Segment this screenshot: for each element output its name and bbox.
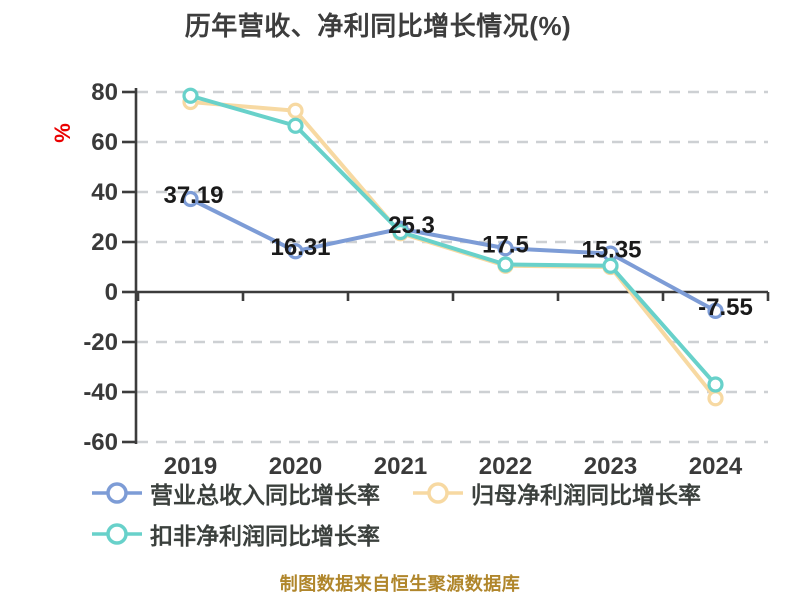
data-point-label: 37.19 [163,182,223,209]
data-point-label: 17.5 [482,231,529,258]
x-category-label: 2022 [479,453,532,480]
x-category-label: 2019 [164,453,217,480]
data-point-marker [497,256,514,273]
y-tick-label: 20 [91,229,118,256]
legend-label-revenue-growth: 营业总收入同比增长率 [150,482,380,508]
data-point-marker [707,390,724,407]
x-category-label: 2023 [584,453,637,480]
data-point-label: -7.55 [698,294,753,321]
series-line-0 [188,197,718,313]
line-circle-marker-icon [413,482,463,504]
series-line-2 [188,93,718,387]
data-point-label: 25.3 [388,212,435,239]
legend-label-net-profit-growth: 归母净利润同比增长率 [471,482,701,508]
y-tick-label: 60 [91,129,118,156]
y-tick-label: 40 [91,179,118,206]
chart-title: 历年营收、净利同比增长情况(%) [184,11,572,41]
line-circle-marker-icon [92,523,142,545]
legend-item-net-profit-growth: 归母净利润同比增长率 [412,481,701,508]
data-point-marker [182,190,199,208]
y-axis-unit-label: % [50,123,75,143]
legend-item-deducted-net-profit-growth: 扣非净利润同比增长率 [91,522,380,549]
data-point-marker [182,87,199,104]
y-tick-label: 0 [105,279,118,306]
y-tick-label: -40 [83,379,118,406]
x-category-label: 2021 [374,453,427,480]
data-source-caption: 制图数据来自恒生聚源数据库 [279,574,521,594]
data-point-marker [707,302,724,319]
y-tick-label: -20 [83,329,118,356]
data-point-label: 16.31 [270,234,330,261]
y-tick-label: 80 [91,79,118,106]
x-category-label: 2020 [269,453,322,480]
data-point-marker [392,223,409,241]
data-point-label: 15.35 [581,237,641,264]
data-point-marker [287,102,304,119]
data-point-marker [707,376,724,393]
legend-circle [106,482,128,504]
data-point-marker [602,257,619,274]
line-circle-marker-icon [92,482,142,504]
legend-circle [106,523,128,545]
data-point-marker [287,243,304,260]
data-point-marker [497,240,514,257]
legend-circle [427,482,449,504]
data-point-marker [287,117,304,134]
legend-label-deducted-net-profit-growth: 扣非净利润同比增长率 [150,523,380,549]
x-category-label: 2024 [689,453,743,480]
legend-item-revenue-growth: 营业总收入同比增长率 [91,481,380,508]
y-tick-label: -60 [83,429,118,456]
